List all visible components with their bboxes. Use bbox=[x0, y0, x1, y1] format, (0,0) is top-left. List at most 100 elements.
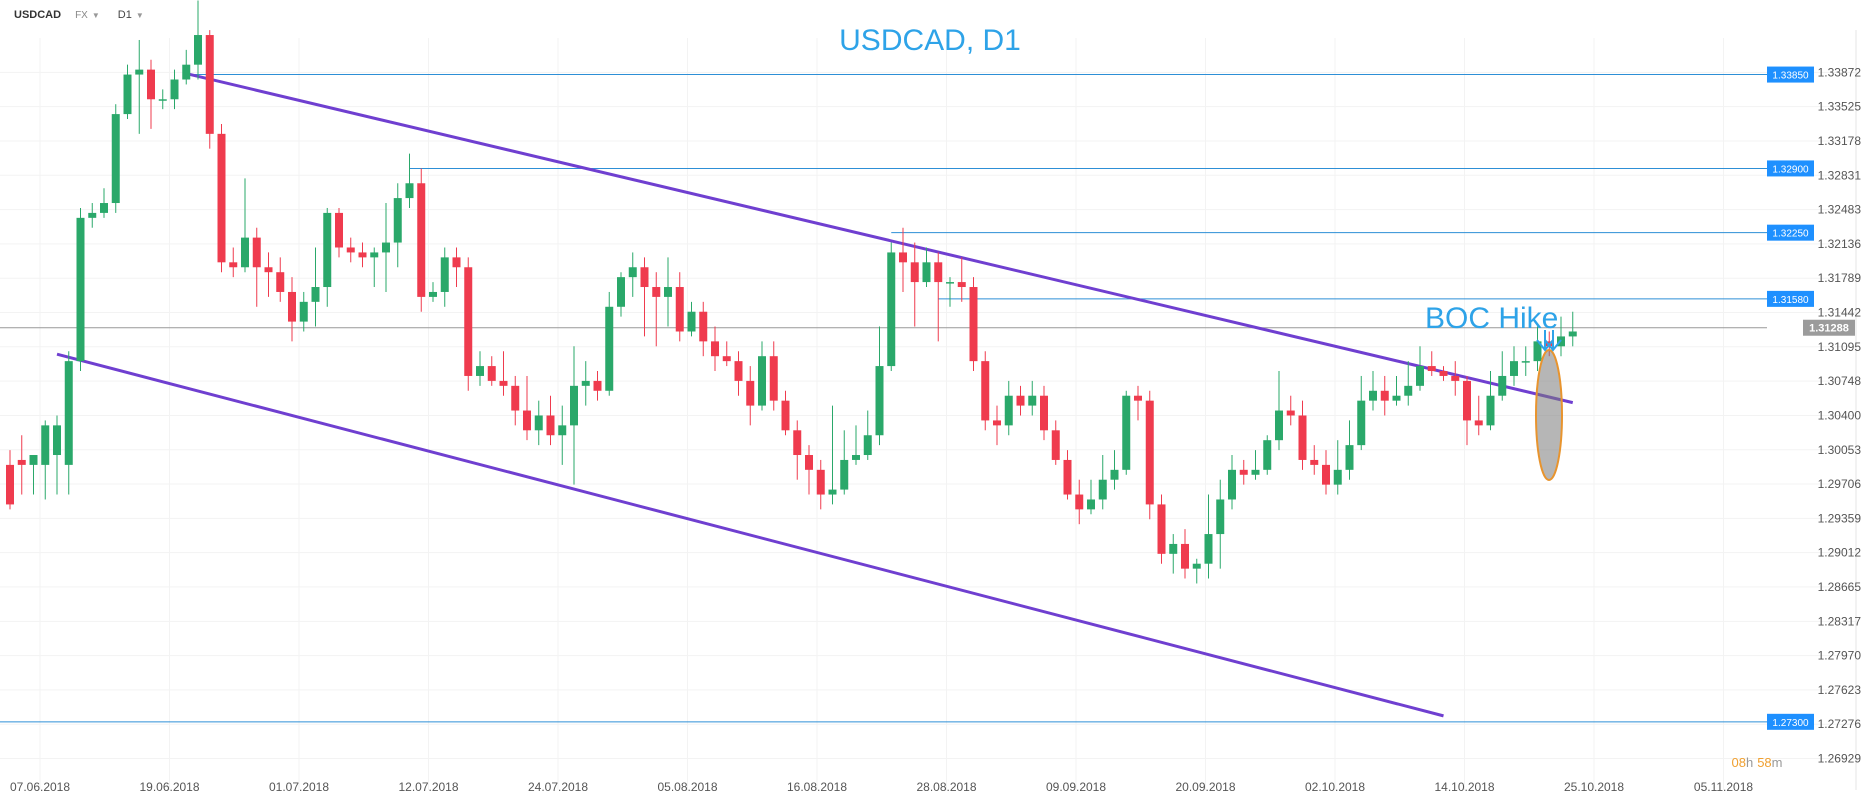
candle bbox=[1392, 375, 1401, 406]
candle-body bbox=[758, 356, 766, 406]
candle-body bbox=[487, 366, 496, 381]
candle-body bbox=[205, 35, 214, 134]
chart-grid bbox=[0, 38, 1856, 790]
candle-body bbox=[711, 341, 719, 357]
candlesticks bbox=[6, 0, 1577, 584]
candle-body bbox=[558, 425, 567, 436]
candle bbox=[1416, 346, 1424, 391]
candle bbox=[652, 272, 661, 347]
candle bbox=[299, 291, 308, 332]
candle bbox=[1286, 395, 1295, 426]
candle-body bbox=[1533, 341, 1542, 362]
price-tick-label: 1.31095 bbox=[1818, 340, 1862, 354]
price-tick-label: 1.27276 bbox=[1818, 717, 1862, 731]
level-tag bbox=[1767, 713, 1814, 730]
level-tag-text: 1.32250 bbox=[1772, 229, 1809, 240]
symbol-selector[interactable]: USDCAD bbox=[14, 9, 62, 21]
timeframe-dropdown-icon[interactable]: ▼ bbox=[135, 10, 144, 20]
candle bbox=[675, 272, 684, 342]
candle-body bbox=[746, 380, 755, 406]
price-axis: 1.33872 1.33525 1.33178 1.32831 1.32483 1.321… bbox=[1818, 65, 1862, 765]
candle bbox=[570, 346, 578, 485]
candle bbox=[1169, 534, 1178, 574]
candle bbox=[217, 123, 226, 273]
candle-body bbox=[793, 430, 802, 456]
candle-body bbox=[769, 356, 778, 401]
candle-body bbox=[417, 183, 426, 297]
time-tick-label: 20.09.2018 bbox=[1175, 780, 1235, 794]
timeframe-selector[interactable]: D1 bbox=[117, 9, 132, 21]
price-tick-label: 1.33872 bbox=[1818, 65, 1862, 79]
candle bbox=[699, 301, 708, 357]
candle-body bbox=[957, 282, 966, 288]
candle bbox=[734, 351, 743, 396]
candle bbox=[276, 257, 285, 302]
candle-body bbox=[1463, 380, 1471, 421]
candle-body bbox=[170, 79, 179, 100]
candle-body bbox=[534, 415, 543, 431]
candle-body bbox=[370, 252, 379, 258]
candle bbox=[429, 282, 437, 302]
price-tick-label: 1.32483 bbox=[1818, 203, 1862, 217]
candle-body bbox=[1181, 543, 1189, 569]
candle bbox=[1498, 351, 1507, 401]
candle-body bbox=[899, 252, 907, 263]
candle bbox=[335, 207, 343, 258]
candle-body bbox=[452, 257, 461, 268]
candle-body bbox=[440, 257, 449, 292]
candle-body bbox=[605, 306, 614, 391]
candle-body bbox=[358, 252, 367, 258]
candle bbox=[29, 455, 38, 495]
horizontal-levels bbox=[0, 74, 1767, 723]
candle bbox=[1145, 390, 1154, 520]
candle-body bbox=[1239, 469, 1248, 475]
candle-body bbox=[311, 287, 320, 302]
level-tag bbox=[1767, 160, 1814, 177]
candle bbox=[934, 252, 943, 342]
time-tick-label: 07.06.2018 bbox=[10, 780, 70, 794]
candle-body bbox=[1110, 469, 1119, 480]
candle-body bbox=[910, 262, 919, 283]
candle bbox=[1134, 385, 1142, 421]
candle-body bbox=[6, 464, 14, 505]
candle-body bbox=[1498, 375, 1507, 396]
candle bbox=[1486, 371, 1495, 431]
candle-body bbox=[1298, 415, 1307, 460]
candle bbox=[1521, 346, 1530, 376]
candle bbox=[1439, 366, 1448, 381]
candle-body bbox=[511, 385, 520, 411]
candle-body bbox=[88, 212, 97, 218]
candle-body bbox=[1216, 499, 1225, 535]
candle-body bbox=[781, 400, 790, 431]
candle-body bbox=[276, 272, 285, 292]
candle bbox=[781, 390, 790, 436]
candle bbox=[852, 425, 860, 465]
candle bbox=[1568, 311, 1577, 347]
candle-body bbox=[687, 311, 696, 332]
price-tick-label: 1.30053 bbox=[1818, 443, 1862, 457]
candle bbox=[593, 371, 602, 401]
price-tick-label: 1.28665 bbox=[1818, 580, 1862, 594]
candle-body bbox=[123, 74, 132, 115]
candle bbox=[993, 405, 1001, 446]
market-dropdown-icon[interactable]: ▼ bbox=[91, 10, 100, 20]
candle-body bbox=[1263, 440, 1272, 470]
price-tick-label: 1.27623 bbox=[1818, 683, 1862, 697]
chart-toolbar: USDCAD FX ▼ D1 ▼ bbox=[0, 0, 1866, 30]
time-tick-label: 28.08.2018 bbox=[916, 780, 976, 794]
candle-body bbox=[699, 311, 708, 342]
candle bbox=[546, 395, 555, 446]
candle bbox=[487, 356, 496, 386]
candle-body bbox=[323, 212, 332, 288]
price-tick-label: 1.33178 bbox=[1818, 134, 1862, 148]
candle-body bbox=[1357, 400, 1366, 446]
candle bbox=[875, 326, 884, 446]
candle-body bbox=[182, 64, 191, 80]
candle-body bbox=[1474, 420, 1483, 426]
candle bbox=[1333, 440, 1342, 495]
candle bbox=[617, 272, 625, 317]
boc-hike-annotation: BOC Hike bbox=[1425, 302, 1558, 335]
candle-body bbox=[1380, 390, 1389, 401]
candle-body bbox=[252, 237, 261, 268]
